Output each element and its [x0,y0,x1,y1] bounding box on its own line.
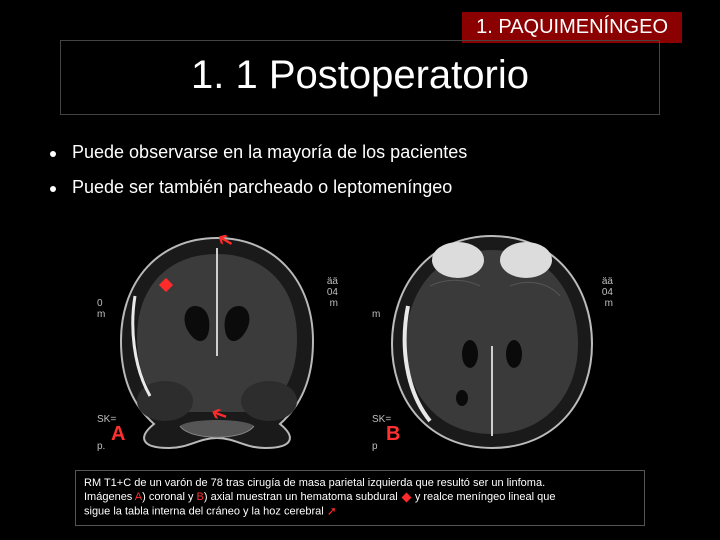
diamond-icon [401,492,411,502]
caption-line2a: Imágenes [84,491,135,503]
caption-a-ref: A [135,491,142,503]
list-item: Puede ser también parcheado o leptomenín… [50,177,670,198]
scan-meta-left: m [372,298,380,320]
bullet-list: Puede observarse en la mayoría de los pa… [50,142,670,212]
caption-line1: RM T1+C de un varón de 78 tras cirugía d… [84,477,545,489]
mri-scan-a: 0m ää04m SK= p. ➔ ➔ A [95,226,340,456]
brain-axial-svg [370,226,615,456]
mri-scan-b: m ää04m SK= p B [370,226,615,456]
arrow-icon: ➚ [327,504,337,520]
scan-bl: p [372,441,378,452]
bullet-text: Puede observarse en la mayoría de los pa… [72,142,467,163]
caption-b-ref: B [197,491,204,503]
scan-meta-right: ää04m [602,276,613,309]
caption-line2d: y realce meníngeo lineal que [412,491,556,503]
caption-box: RM T1+C de un varón de 78 tras cirugía d… [75,470,645,526]
images-row: 0m ää04m SK= p. ➔ ➔ A [95,226,615,456]
caption-line2c: ) axial muestran un hematoma subdural [204,491,401,503]
caption-line3: sigue la tabla interna del cráneo y la h… [84,506,327,518]
section-header: 1. PAQUIMENÍNGEO [462,12,682,43]
list-item: Puede observarse en la mayoría de los pa… [50,142,670,163]
scan-meta-right: ää04m [327,276,338,309]
bullet-text: Puede ser también parcheado o leptomenín… [72,177,452,198]
scan-meta-left: 0m [97,298,105,320]
bullet-icon [50,151,56,157]
page-title: 1. 1 Postoperatorio [81,53,639,98]
scan-label-b: B [386,423,400,446]
title-box: 1. 1 Postoperatorio [60,40,660,115]
bullet-icon [50,186,56,192]
scan-label-a: A [111,423,125,446]
caption-line2b: ) coronal y [142,491,196,503]
scan-bl: p. [97,441,105,452]
